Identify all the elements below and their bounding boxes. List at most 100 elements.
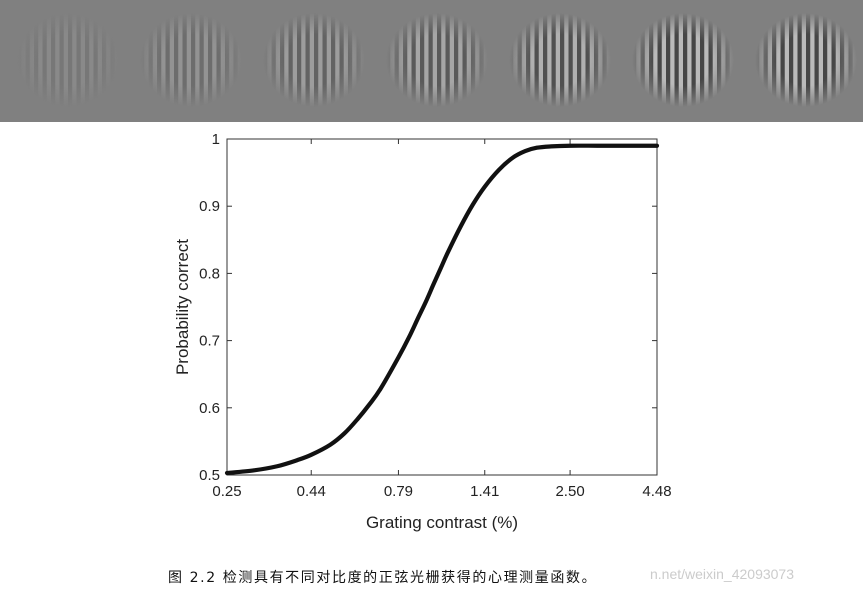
- grating-bar-light: [538, 13, 544, 107]
- grating-stimulus-strip: [0, 0, 863, 122]
- grating-bar-light: [483, 13, 489, 107]
- grating-bar-light: [318, 13, 323, 107]
- grating-bar-light: [589, 13, 595, 107]
- grating-bar-light: [46, 13, 52, 107]
- grating-bar-light: [835, 13, 841, 107]
- grating-bar-dark: [700, 13, 705, 107]
- grating-bar-dark: [814, 13, 819, 107]
- grating-bar-light: [767, 13, 773, 107]
- grating-bar-dark: [445, 13, 450, 107]
- grating-bar-dark: [51, 13, 56, 107]
- grating-bar-dark: [411, 13, 416, 107]
- grating-bar-dark: [585, 13, 590, 107]
- y-axis: 0.5 0.6 0.7 0.8 0.9 1: [199, 131, 657, 484]
- grating-bar-light: [114, 13, 120, 107]
- grating-bar-light: [55, 13, 60, 107]
- grating-bar-light: [606, 13, 612, 107]
- grating-bar-dark: [17, 13, 22, 107]
- grating-bar-light: [89, 13, 94, 107]
- grating-bar-light: [106, 13, 111, 107]
- grating-bar-light: [441, 13, 446, 107]
- grating-bar-dark: [191, 13, 196, 107]
- grating-bar-dark: [420, 13, 425, 107]
- grating-bar-dark: [322, 13, 327, 107]
- grating-bar-light: [97, 13, 103, 107]
- grating-bar-light: [309, 13, 315, 107]
- grating-bar-light: [212, 13, 217, 107]
- grating-bar-dark: [471, 13, 476, 107]
- grating-bar-dark: [462, 13, 467, 107]
- grating-bar-light: [653, 13, 658, 107]
- grating-bar-light: [687, 13, 692, 107]
- grating-bar-light: [852, 13, 858, 107]
- grating-bar-light: [801, 13, 807, 107]
- x-tick-label: 0.44: [297, 483, 326, 500]
- psychometric-chart: 0.25 0.44 0.79 1.41 2.50 4.48 0.5 0.6 0.7 0.8 0.9…: [0, 122, 863, 542]
- psychometric-curve: [224, 143, 660, 476]
- grating-bar-light: [144, 13, 149, 107]
- grating-bar-dark: [199, 13, 204, 107]
- grating-bar-dark: [840, 13, 845, 107]
- grating-bar-dark: [271, 13, 276, 107]
- grating-bar-light: [161, 13, 166, 107]
- grating-bar-light: [793, 13, 798, 107]
- grating-bar-light: [729, 13, 735, 107]
- grating-bar-dark: [148, 13, 153, 107]
- grating-bar-dark: [763, 13, 768, 107]
- grating-bar-light: [335, 13, 340, 107]
- grating-bar-light: [352, 13, 357, 107]
- grating-bar-light: [169, 13, 175, 107]
- grating-bar-dark: [297, 13, 302, 107]
- grating-stimuli: [17, 13, 858, 107]
- grating-bar-dark: [394, 13, 399, 107]
- grating-bar-dark: [848, 13, 853, 107]
- grating-bar-dark: [806, 13, 811, 107]
- grating-bar-light: [475, 13, 480, 107]
- grating-bar-light: [466, 13, 472, 107]
- grating-bar-dark: [280, 13, 285, 107]
- x-tick-label: 4.48: [642, 483, 671, 500]
- grating-bar-dark: [216, 13, 221, 107]
- grating-bar-dark: [288, 13, 293, 107]
- y-tick-label: 0.9: [199, 198, 220, 215]
- y-tick-label: 0.7: [199, 333, 220, 350]
- y-axis-title: Probability correct: [173, 239, 192, 375]
- grating-bar-light: [284, 13, 289, 107]
- grating-bar-light: [661, 13, 667, 107]
- grating-bar-light: [644, 13, 650, 107]
- x-axis: 0.25 0.44 0.79 1.41 2.50 4.48: [212, 139, 672, 500]
- grating-bar-light: [29, 13, 35, 107]
- grating-bar-dark: [551, 13, 556, 107]
- grating-bar-dark: [823, 13, 828, 107]
- grating-bar-light: [275, 13, 281, 107]
- grating-bar-light: [598, 13, 603, 107]
- grating-bar-light: [555, 13, 561, 107]
- grating-bar-light: [827, 13, 832, 107]
- grating-bar-dark: [331, 13, 336, 107]
- grating-bar-dark: [356, 13, 361, 107]
- grating-bar-dark: [691, 13, 696, 107]
- grating-bar-dark: [479, 13, 484, 107]
- grating-bar-light: [195, 13, 200, 107]
- grating-bar-dark: [517, 13, 522, 107]
- grating-bar-light: [704, 13, 709, 107]
- grating-bar-light: [301, 13, 306, 107]
- grating-bar-light: [21, 13, 26, 107]
- grating-bar-dark: [25, 13, 30, 107]
- grating-bar-light: [80, 13, 86, 107]
- grating-bar-dark: [543, 13, 548, 107]
- grating-bar-dark: [386, 13, 391, 107]
- grating-bar-light: [721, 13, 726, 107]
- grating-bar-light: [759, 13, 764, 107]
- grating-bar-dark: [649, 13, 654, 107]
- grating-bar-dark: [42, 13, 47, 107]
- grating-bar-dark: [157, 13, 162, 107]
- grating-bar-dark: [233, 13, 238, 107]
- grating-bar-dark: [568, 13, 573, 107]
- grating-bar-dark: [76, 13, 81, 107]
- grating-bar-light: [292, 13, 298, 107]
- grating-bar-light: [220, 13, 226, 107]
- y-tick-label: 0.8: [199, 265, 220, 282]
- grating-bar-light: [810, 13, 815, 107]
- x-axis-title: Grating contrast (%): [366, 513, 518, 532]
